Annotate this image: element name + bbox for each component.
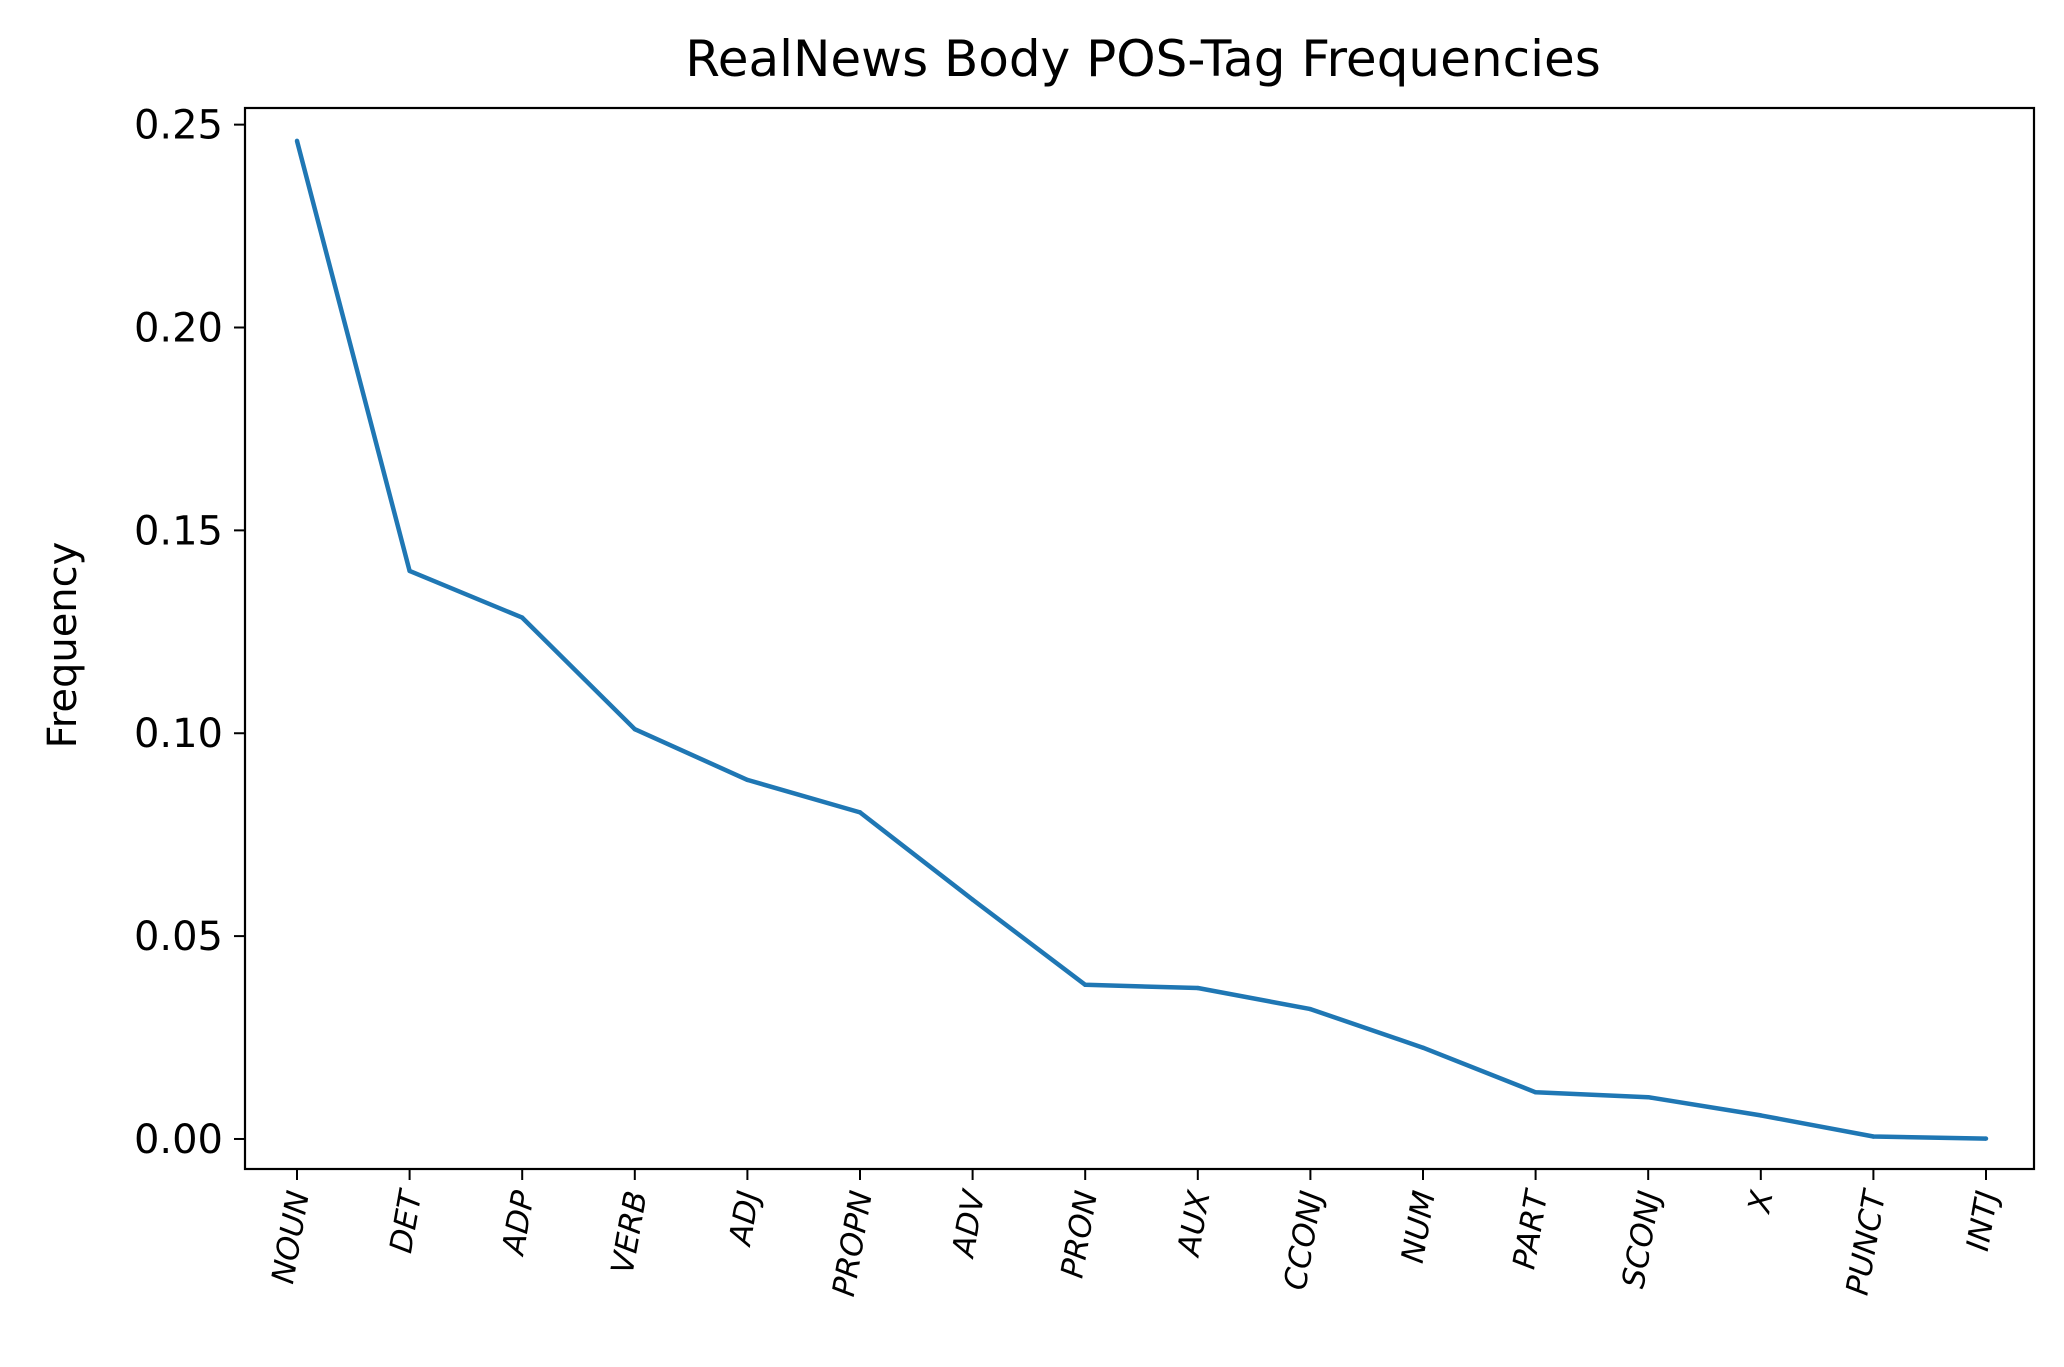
data-point — [632, 726, 637, 732]
data-point — [1083, 982, 1088, 987]
y-tick-label: 0.25 — [134, 103, 223, 149]
x-tick-label: PRON — [1054, 1188, 1105, 1281]
y-tick-label: 0.20 — [134, 306, 223, 352]
plot-area: 0.00 0.05 0.10 0.15 0.20 0.25 NOUN DET ADP VERB AD… — [134, 103, 2036, 1299]
x-tick-label: ADJ — [722, 1188, 767, 1250]
data-point — [407, 568, 412, 574]
y-tick-label: 0.00 — [134, 1117, 223, 1163]
x-tick-label: NOUN — [265, 1188, 317, 1286]
x-tick-label: AUX — [1171, 1187, 1218, 1260]
data-point — [857, 810, 863, 815]
x-tick-label: DET — [383, 1186, 430, 1256]
x-tick-label: X — [1741, 1187, 1781, 1217]
x-tick-label: SCONJ — [1616, 1188, 1668, 1291]
data-point — [970, 897, 975, 902]
data-point — [1871, 1134, 1876, 1139]
data-point — [745, 777, 750, 783]
data-point — [1420, 1045, 1426, 1050]
x-tick-label: ADP — [495, 1188, 542, 1259]
x-tick-label: ADV — [945, 1185, 993, 1261]
x-tick-label: PUNCT — [1840, 1186, 1894, 1298]
x-tick-label: VERB — [605, 1188, 655, 1277]
y-tick-label: 0.10 — [134, 711, 223, 757]
x-tick-label: CCONJ — [1277, 1188, 1330, 1293]
data-point — [1195, 985, 1201, 991]
data-point — [294, 138, 300, 144]
y-tick-label: 0.15 — [134, 508, 223, 554]
data-point — [1983, 1136, 1989, 1141]
series-line — [294, 140, 1987, 1141]
y-tick-label: 0.05 — [134, 914, 223, 960]
x-tick-label: INTJ — [1960, 1188, 2006, 1254]
data-point — [1533, 1090, 1538, 1095]
data-point — [1646, 1094, 1651, 1100]
chart-title: RealNews Body POS-Tag Frequencies — [685, 30, 1601, 88]
x-tick-label: PROPN — [826, 1188, 880, 1299]
x-tick-label: PART — [1506, 1186, 1556, 1272]
y-axis-label: Frequency — [40, 542, 86, 749]
data-point — [1758, 1113, 1764, 1118]
plot-frame — [243, 106, 2036, 1171]
data-point — [1308, 1006, 1313, 1012]
x-tick-label: NUM — [1395, 1188, 1443, 1266]
data-point — [520, 615, 525, 620]
